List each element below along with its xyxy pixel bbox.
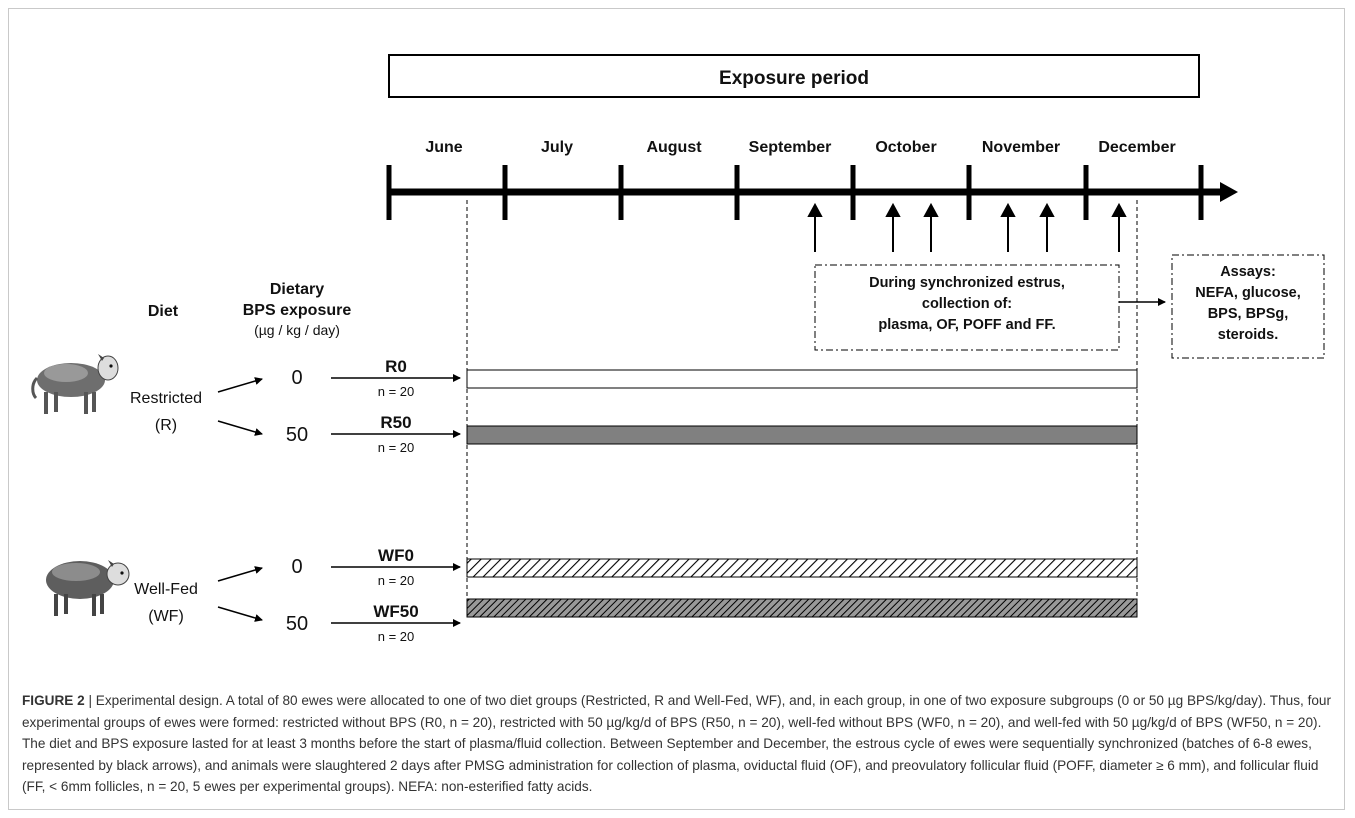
group-label-r50: R50: [380, 413, 411, 432]
experimental-design-diagram: Exposure period June July August Septemb…: [31, 54, 1325, 644]
diet-arrow: [217, 606, 263, 622]
batch-arrows: [807, 202, 1127, 252]
assays-box-line: Assays:: [1220, 264, 1276, 280]
collection-box-line: collection of:: [922, 296, 1012, 312]
diet-abbrev-restricted: (R): [155, 417, 177, 434]
sheep-icon: [31, 354, 119, 414]
month-label: September: [749, 139, 832, 156]
month-label: December: [1098, 139, 1175, 156]
diet-arrow: [217, 566, 263, 582]
collection-box-line: plasma, OF, POFF and FF.: [878, 317, 1055, 333]
group-n: n = 20: [378, 440, 415, 455]
figure-frame: [8, 8, 1345, 810]
exposure-bar-wf0: [466, 558, 1138, 578]
caption-text: Experimental design. A total of 80 ewes …: [22, 693, 1332, 794]
diet-arrow: [217, 377, 263, 393]
group-n: n = 20: [378, 629, 415, 644]
month-label: July: [541, 139, 573, 156]
assays-box-line: BPS, BPSg,: [1208, 306, 1289, 322]
dose-value: 50: [286, 424, 308, 446]
assays-box-line: steroids.: [1218, 327, 1278, 343]
timeline: [386, 165, 1238, 220]
sheep-icon: [46, 560, 130, 616]
exposure-period-label: Exposure period: [719, 68, 869, 89]
month-label: June: [425, 139, 462, 156]
dose-value: 50: [286, 613, 308, 635]
group-n: n = 20: [378, 384, 415, 399]
dose-value: 0: [291, 367, 302, 389]
month-label: October: [875, 139, 936, 156]
month-label: November: [982, 139, 1060, 156]
figure-label: FIGURE 2: [22, 693, 85, 708]
exposure-bar-wf50: [466, 598, 1138, 618]
diet-abbrev-well-fed: (WF): [148, 608, 184, 625]
exposure-bar-r0: [466, 369, 1138, 389]
exposure-period-box: [388, 54, 1200, 98]
month-label: August: [646, 139, 702, 156]
diet-name-restricted: Restricted: [130, 390, 202, 407]
units-header: (µg / kg / day): [254, 322, 340, 338]
group-label-r0: R0: [385, 357, 407, 376]
caption-separator: |: [84, 693, 96, 708]
collection-box: [814, 264, 1120, 351]
group-label-wf50: WF50: [373, 602, 418, 621]
collection-box-line: During synchronized estrus,: [869, 275, 1065, 291]
bps-exposure-header: BPS exposure: [243, 302, 352, 319]
exposure-bar-r50: [466, 425, 1138, 445]
group-n: n = 20: [378, 573, 415, 588]
dose-value: 0: [291, 556, 302, 578]
assays-box: [1171, 254, 1325, 359]
dietary-header: Dietary: [270, 281, 324, 298]
diet-header: Diet: [148, 303, 179, 320]
group-label-wf0: WF0: [378, 546, 414, 565]
figure-caption: FIGURE 2 | Experimental design. A total …: [22, 690, 1334, 798]
diet-name-well-fed: Well-Fed: [134, 581, 198, 598]
diet-arrow: [217, 420, 263, 436]
assays-box-line: NEFA, glucose,: [1195, 285, 1301, 301]
